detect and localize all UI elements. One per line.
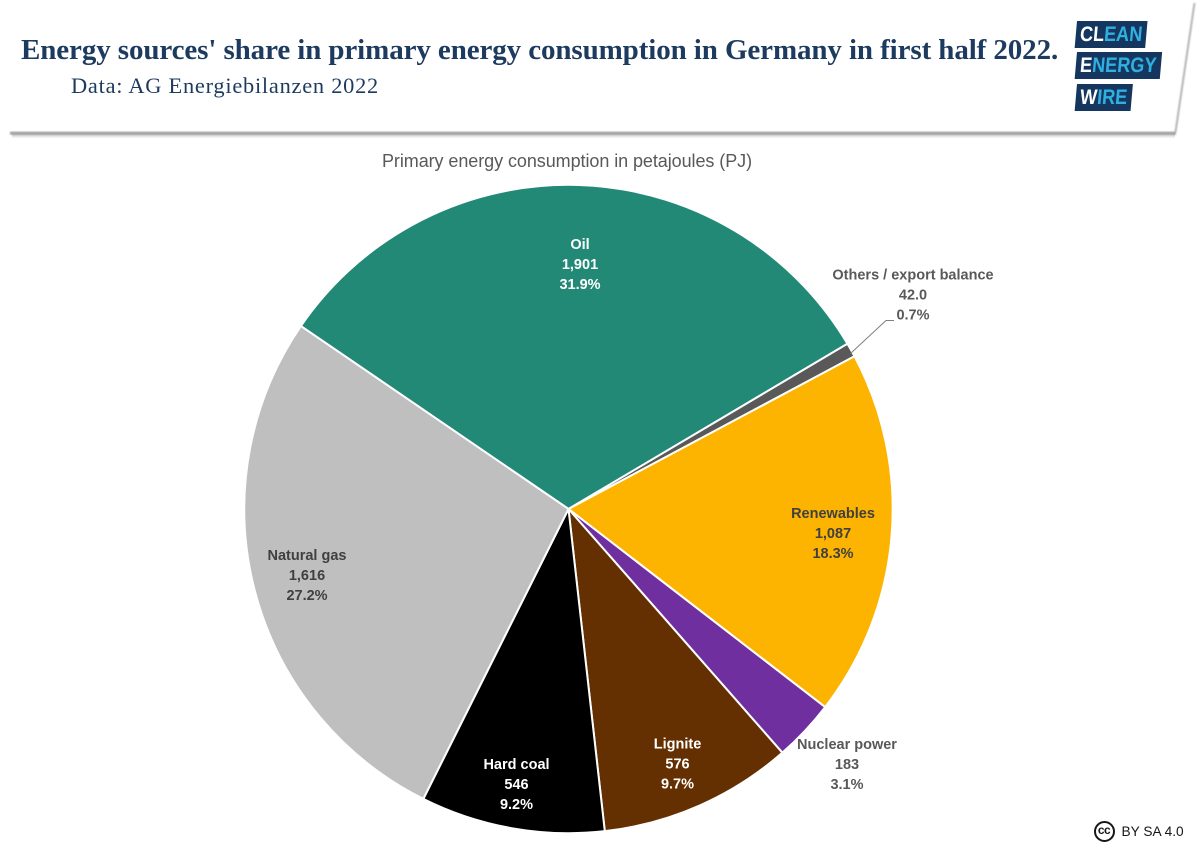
svg-text:576: 576 — [665, 757, 689, 773]
svg-text:0.7%: 0.7% — [896, 308, 929, 324]
svg-text:183: 183 — [835, 757, 859, 773]
svg-text:27.2%: 27.2% — [286, 588, 327, 604]
svg-text:3.1%: 3.1% — [830, 777, 863, 793]
svg-text:9.2%: 9.2% — [500, 797, 533, 813]
svg-text:546: 546 — [504, 777, 528, 793]
svg-text:Oil: Oil — [570, 237, 589, 253]
svg-text:Others / export balance: Others / export balance — [832, 268, 993, 284]
svg-text:42.0: 42.0 — [899, 288, 927, 304]
svg-text:1,901: 1,901 — [562, 257, 598, 273]
svg-text:1,087: 1,087 — [815, 526, 851, 542]
svg-text:Renewables: Renewables — [791, 506, 875, 522]
svg-text:Hard coal: Hard coal — [483, 757, 549, 773]
svg-text:1,616: 1,616 — [289, 568, 325, 584]
svg-text:Nuclear power: Nuclear power — [797, 737, 897, 753]
svg-text:31.9%: 31.9% — [559, 277, 600, 293]
svg-text:Lignite: Lignite — [654, 737, 702, 753]
svg-text:18.3%: 18.3% — [812, 546, 853, 562]
svg-text:9.7%: 9.7% — [661, 777, 694, 793]
svg-text:Natural gas: Natural gas — [268, 548, 347, 564]
